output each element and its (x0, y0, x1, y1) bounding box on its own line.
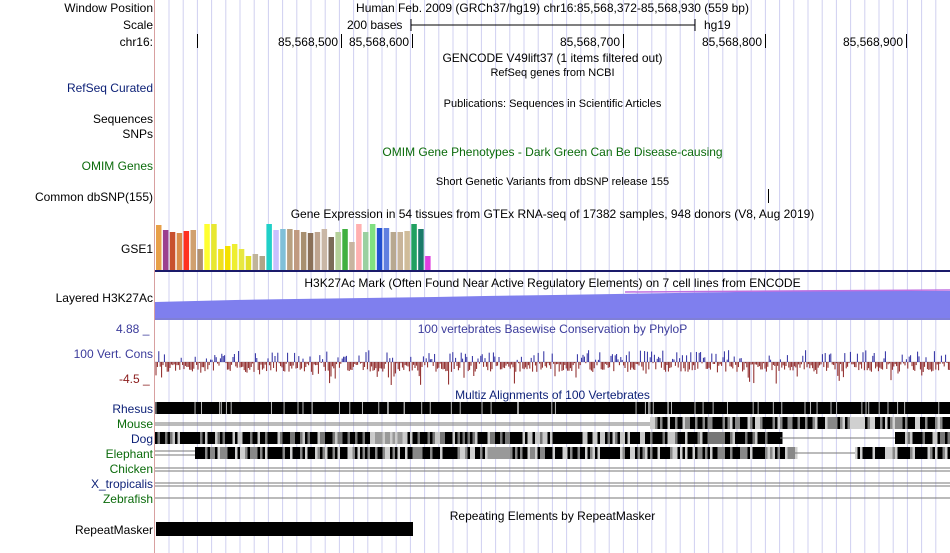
ruler-tick (623, 34, 624, 48)
gtex-tissue-bar[interactable] (252, 254, 259, 270)
refseq-label[interactable]: RefSeq Curated (66, 81, 153, 95)
omim-title: OMIM Gene Phenotypes - Dark Green Can Be… (382, 145, 723, 159)
gtex-tissue-bar[interactable] (259, 256, 266, 270)
cons-title: 100 vertebrates Basewise Conservation by… (417, 322, 688, 336)
gtex-tissue-bar[interactable] (190, 230, 197, 270)
ruler-tick-label: 85,568,700 (559, 35, 620, 49)
ruler-tick (906, 34, 907, 48)
gtex-tissue-bar[interactable] (238, 249, 245, 270)
gtex-tissue-bar[interactable] (245, 256, 252, 270)
gtex-tissue-bar[interactable] (176, 233, 183, 270)
gtex-tissue-bar[interactable] (183, 231, 190, 270)
multiz-title: Multiz Alignments of 100 Vertebrates (455, 388, 650, 402)
cons-label[interactable]: 100 Vert. Cons (73, 347, 153, 361)
conservation-plot[interactable] (155, 340, 950, 390)
chrom-label: chr16: (119, 35, 153, 49)
multiz-alignment[interactable] (155, 401, 950, 501)
gtex-tissue-bar[interactable] (211, 224, 217, 270)
h3k27ac-title: H3K27Ac Mark (Often Found Near Active Re… (304, 276, 801, 290)
gtex-tissue-bar[interactable] (218, 249, 224, 270)
gtex-tissue-bar[interactable] (363, 232, 369, 270)
cons-min: -4.5 _ (119, 372, 150, 386)
gtex-tissue-bar[interactable] (225, 246, 231, 270)
species-rhesus[interactable]: Rhesus (112, 402, 153, 416)
gtex-tissue-bar[interactable] (273, 230, 279, 270)
gtex-tissue-bar[interactable] (314, 232, 321, 270)
gtex-tissue-bar[interactable] (197, 249, 203, 270)
scale-assembly: hg19 (704, 18, 731, 32)
ruler-tick (412, 34, 413, 48)
scale-label: Scale (122, 18, 153, 32)
ruler-tick-label: 85,568,500 (277, 35, 338, 49)
gtex-tissue-bar[interactable] (204, 224, 210, 270)
scale-bases: 200 bases (347, 18, 403, 32)
species-zebrafish[interactable]: Zebrafish (102, 492, 153, 506)
gtex-tissue-bar[interactable] (383, 228, 390, 270)
ruler-tick (765, 34, 766, 48)
gtex-tissue-bar[interactable] (307, 233, 314, 270)
repeat-title: Repeating Elements by RepeatMasker (449, 509, 656, 523)
cons-max: 4.88 _ (116, 322, 150, 336)
ruler-tick-label: 85,568,800 (701, 35, 762, 49)
scale-bar (410, 19, 696, 31)
gtex-tissue-bar[interactable] (356, 224, 362, 270)
gtex-tissue-bar[interactable] (156, 225, 162, 270)
gtex-tissue-bar[interactable] (404, 231, 410, 270)
species-xtropicalis[interactable]: X_tropicalis (90, 477, 153, 491)
gtex-tissue-bar[interactable] (169, 232, 176, 270)
gtex-baseline (155, 270, 950, 272)
gtex-tissue-bar[interactable] (425, 256, 431, 270)
h3k27ac-label[interactable]: Layered H3K27Ac (55, 291, 153, 305)
gtex-tissue-bar[interactable] (342, 229, 348, 270)
gtex-tissue-bar[interactable] (328, 237, 335, 270)
refseq-title: RefSeq genes from NCBI (490, 67, 615, 79)
species-elephant[interactable]: Elephant (105, 447, 153, 461)
gtex-tissue-bar[interactable] (369, 224, 376, 270)
gtex-tissue-bar[interactable] (335, 232, 341, 270)
dbsnp-label[interactable]: Common dbSNP(155) (34, 190, 153, 204)
dbsnp-title: Short Genetic Variants from dbSNP releas… (435, 176, 670, 188)
sequences-label[interactable]: Sequences (92, 112, 153, 126)
gtex-tissue-bar[interactable] (349, 242, 355, 270)
window-position-label: Window Position (64, 1, 153, 15)
gtex-title: Gene Expression in 54 tissues from GTEx … (290, 207, 815, 221)
gtex-tissue-bar[interactable] (397, 232, 404, 270)
gtex-tissue-bar[interactable] (162, 230, 169, 270)
repeat-label[interactable]: RepeatMasker (74, 523, 153, 537)
gtex-tissue-bar[interactable] (300, 232, 307, 270)
gtex-tissue-bar[interactable] (294, 230, 300, 270)
gtex-bar-chart[interactable] (156, 222, 536, 270)
h3k27ac-signal[interactable] (155, 288, 950, 320)
gtex-label[interactable]: GSE1 (120, 242, 153, 256)
ruler-tick (341, 34, 342, 48)
gtex-tissue-bar[interactable] (287, 229, 293, 270)
species-chicken[interactable]: Chicken (109, 462, 153, 476)
gencode-title[interactable]: GENCODE V49lift37 (1 items filtered out) (442, 51, 663, 65)
gtex-tissue-bar[interactable] (418, 229, 424, 270)
snps-label[interactable]: SNPs (122, 127, 153, 141)
grid-lines (168, 0, 937, 553)
ruler-tick-label: 85,568,900 (842, 35, 903, 49)
left-border (154, 0, 155, 553)
window-position-value: Human Feb. 2009 (GRCh37/hg19) chr16:85,5… (356, 1, 749, 15)
gtex-tissue-bar[interactable] (390, 232, 397, 270)
gtex-tissue-bar[interactable] (266, 224, 272, 270)
ruler-tick-label: 85,568,600 (348, 35, 409, 49)
repeat-element[interactable] (156, 522, 413, 536)
species-dog[interactable]: Dog (130, 432, 153, 446)
publications-title: Publications: Sequences in Scientific Ar… (443, 98, 662, 110)
omim-label[interactable]: OMIM Genes (81, 159, 153, 173)
gtex-tissue-bar[interactable] (411, 224, 417, 270)
gtex-tissue-bar[interactable] (231, 244, 238, 270)
dbsnp-variant-mark[interactable] (768, 189, 769, 203)
gtex-tissue-bar[interactable] (321, 229, 328, 270)
gtex-tissue-bar[interactable] (376, 228, 383, 270)
ruler-start-tick (197, 34, 198, 48)
gtex-tissue-bar[interactable] (280, 229, 286, 270)
species-mouse[interactable]: Mouse (116, 417, 153, 431)
